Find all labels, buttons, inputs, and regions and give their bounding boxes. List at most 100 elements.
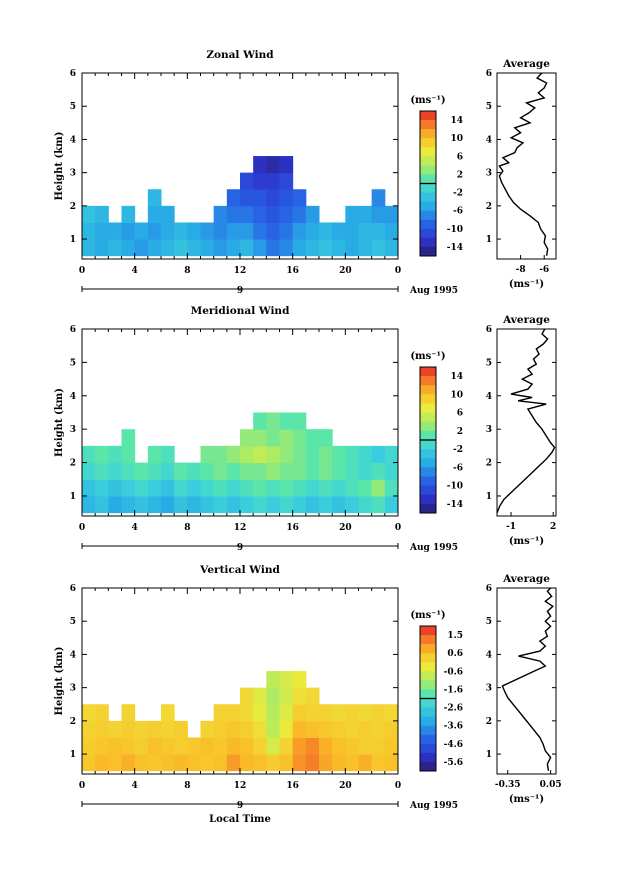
heatmap-cell bbox=[161, 205, 175, 223]
colorbar-swatch bbox=[420, 725, 436, 736]
colorbar-swatch bbox=[420, 458, 436, 468]
average-profile-line bbox=[501, 587, 554, 771]
heatmap-cell bbox=[213, 720, 228, 738]
average-frame bbox=[496, 72, 557, 260]
colorbar-tick-label: -14 bbox=[447, 500, 463, 510]
x-tick-label: 0 bbox=[395, 523, 401, 533]
heatmap-cell bbox=[345, 704, 359, 722]
heatmap-cell bbox=[332, 445, 346, 464]
x-tick-label: 16 bbox=[286, 266, 299, 276]
x-tick-label: 8 bbox=[184, 266, 190, 276]
heatmap-cell bbox=[279, 222, 294, 240]
heatmap-cell bbox=[121, 429, 136, 447]
heatmap-cell bbox=[279, 239, 294, 257]
colorbar-swatch bbox=[420, 494, 436, 505]
heatmap-cell bbox=[240, 445, 254, 464]
heatmap-cell bbox=[305, 720, 320, 738]
heatmap-cell bbox=[332, 495, 346, 514]
heatmap-cell bbox=[161, 479, 175, 497]
heatmap-cell bbox=[266, 222, 280, 240]
heatmap-cell bbox=[305, 704, 320, 722]
x-tick-label: 8 bbox=[184, 781, 190, 791]
day-label: 9 bbox=[237, 286, 243, 296]
heatmap-cell bbox=[305, 445, 320, 464]
colorbar-swatch bbox=[420, 156, 436, 166]
heatmap-cell bbox=[200, 737, 215, 755]
heatmap-cell bbox=[240, 205, 254, 223]
heatmap-cell bbox=[332, 704, 346, 722]
average-y-tick-label: 6 bbox=[486, 69, 492, 79]
heatmap-cell bbox=[332, 222, 346, 240]
colorbar-swatch bbox=[420, 485, 436, 496]
heatmap-cell bbox=[266, 412, 280, 430]
heatmap-cell bbox=[358, 737, 373, 755]
heatmap-cell bbox=[161, 720, 175, 738]
heatmap-cell bbox=[266, 462, 280, 480]
y-tick-label: 6 bbox=[70, 69, 76, 79]
x-tick-label: 16 bbox=[286, 523, 299, 533]
heatmap-cell bbox=[345, 737, 359, 755]
y-tick-label: 4 bbox=[70, 650, 76, 660]
heatmap-cell bbox=[253, 720, 267, 738]
heatmap-cell bbox=[279, 172, 294, 190]
heatmap-cell bbox=[147, 462, 162, 480]
heatmap-cell bbox=[121, 462, 136, 480]
heatmap-cell bbox=[358, 495, 373, 514]
heatmap-cell bbox=[240, 495, 254, 514]
heatmap-cell bbox=[147, 222, 162, 240]
colorbar-tick-label: -1.6 bbox=[444, 685, 463, 695]
heatmap-cell bbox=[266, 429, 280, 447]
average-y-tick-label: 2 bbox=[486, 459, 492, 469]
heatmap-cell bbox=[266, 720, 280, 738]
heatmap-cell bbox=[292, 189, 307, 207]
date-label: Aug 1995 bbox=[409, 543, 458, 553]
colorbar-swatch bbox=[420, 246, 436, 257]
heatmap-cell bbox=[266, 189, 280, 207]
colorbar-swatch bbox=[420, 680, 436, 690]
heatmap-cell bbox=[266, 445, 280, 464]
colorbar-swatch bbox=[420, 698, 436, 709]
heatmap-cell bbox=[134, 479, 149, 497]
heatmap-cell bbox=[253, 239, 267, 257]
heatmap-cell bbox=[161, 239, 175, 257]
heatmap-cell bbox=[292, 754, 307, 772]
heatmap-cell bbox=[226, 189, 241, 207]
colorbar-unit: (ms⁻¹) bbox=[410, 351, 445, 362]
heatmap-cell bbox=[147, 720, 162, 738]
day-label: 9 bbox=[237, 801, 243, 811]
average-title: Average bbox=[502, 58, 550, 70]
colorbar-swatch bbox=[420, 192, 436, 203]
x-tick-label: 12 bbox=[234, 523, 247, 533]
heatmap-cell bbox=[384, 462, 399, 480]
colorbar-swatch bbox=[420, 626, 436, 636]
heatmap-cell bbox=[358, 720, 373, 738]
heatmap-cell bbox=[240, 737, 254, 755]
heatmap-cell bbox=[292, 205, 307, 223]
heatmap-cell bbox=[147, 737, 162, 755]
heatmap-cell bbox=[266, 737, 280, 755]
heatmap-cell bbox=[226, 720, 241, 738]
heatmap-cell bbox=[384, 239, 399, 257]
heatmap-cell bbox=[319, 462, 333, 480]
heatmap-cell bbox=[240, 687, 254, 705]
heatmap-cell bbox=[240, 479, 254, 497]
heatmap-cell bbox=[134, 754, 149, 772]
average-y-tick-label: 6 bbox=[486, 325, 492, 335]
heatmap-cell bbox=[147, 495, 162, 514]
heatmap-cell bbox=[292, 412, 307, 430]
heatmap-cell bbox=[319, 429, 333, 447]
colorbar-tick-label: 10 bbox=[450, 134, 463, 144]
heatmap-cell bbox=[292, 445, 307, 464]
heatmap-cell bbox=[134, 222, 149, 240]
y-axis-label: Height (km) bbox=[54, 388, 65, 457]
colorbar-swatch bbox=[420, 129, 436, 139]
heatmap-cell bbox=[240, 429, 254, 447]
heatmap-cell bbox=[279, 720, 294, 738]
heatmap-cell bbox=[345, 222, 359, 240]
colorbar-tick-label: -0.6 bbox=[444, 667, 463, 677]
heatmap-cell bbox=[187, 462, 201, 480]
heatmap-cell bbox=[147, 479, 162, 497]
x-tick-label: 4 bbox=[132, 266, 138, 276]
heatmap-cell bbox=[147, 205, 162, 223]
heatmap-cell bbox=[82, 495, 96, 514]
